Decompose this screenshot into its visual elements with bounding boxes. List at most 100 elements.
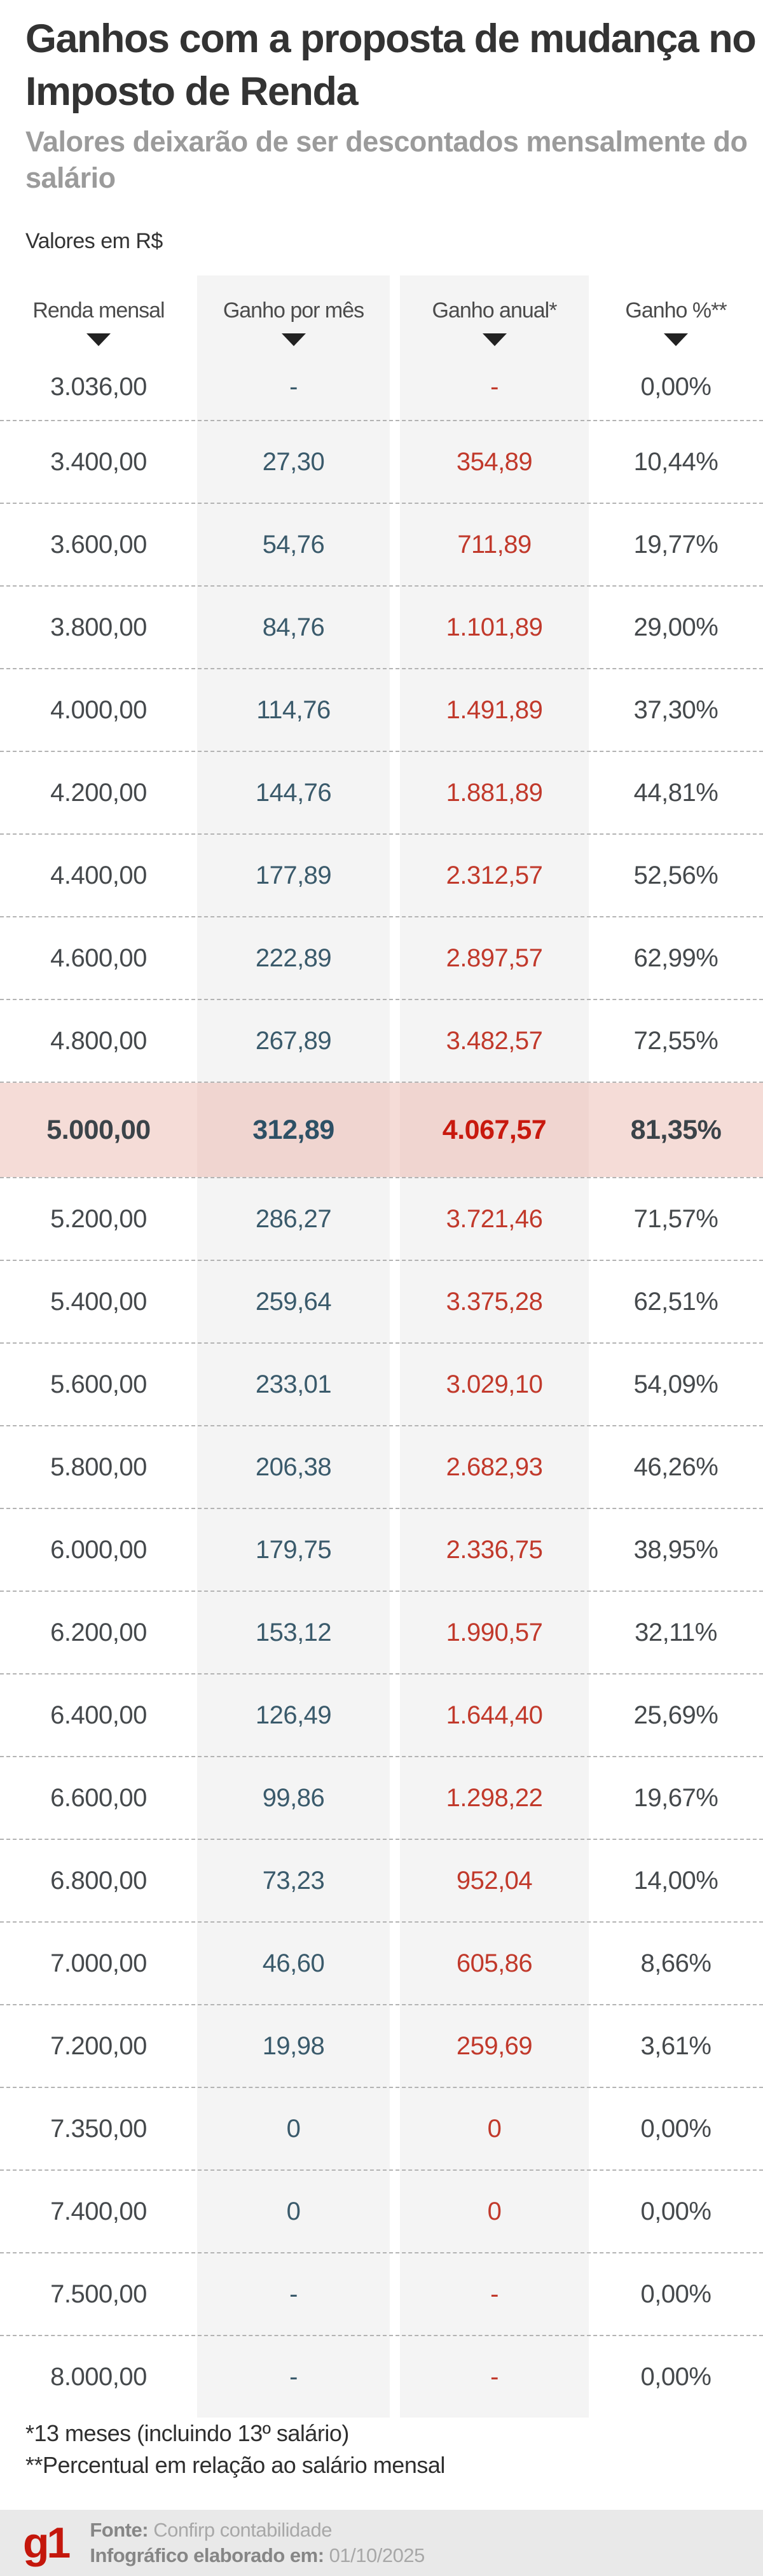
cell-ganho-anual: 1.101,89 bbox=[446, 613, 543, 641]
triangle-down-icon bbox=[86, 333, 111, 346]
table-row: 7.500,00 - - 0,00% bbox=[0, 2252, 763, 2335]
cell-renda-mensal: 4.000,00 bbox=[50, 695, 147, 724]
date-line: Infográfico elaborado em: 01/10/2025 bbox=[90, 2543, 425, 2568]
column-gap bbox=[390, 1923, 400, 2004]
column-gap bbox=[390, 1757, 400, 1839]
column-header-ganho-anual: Ganho anual* bbox=[400, 275, 589, 354]
column-gap bbox=[390, 1426, 400, 1508]
column-gap bbox=[390, 587, 400, 668]
cell-renda-mensal: 4.800,00 bbox=[50, 1026, 147, 1055]
table-row: 4.800,00 267,89 3.482,57 72,55% bbox=[0, 999, 763, 1082]
source-line: Fonte: Confirp contabilidade bbox=[90, 2517, 424, 2543]
table-row: 5.400,00 259,64 3.375,28 62,51% bbox=[0, 1260, 763, 1342]
cell-ganho-por-mes: 312,89 bbox=[197, 1083, 390, 1177]
cell-ganho-pct: 72,55% bbox=[633, 1026, 718, 1055]
table-row: 6.600,00 99,86 1.298,22 19,67% bbox=[0, 1756, 763, 1839]
column-gap bbox=[390, 1592, 400, 1673]
cell-renda-mensal: 6.200,00 bbox=[50, 1618, 147, 1647]
table-row: 4.200,00 144,76 1.881,89 44,81% bbox=[0, 751, 763, 833]
column-header-label: Ganho anual* bbox=[432, 298, 558, 323]
cell-ganho-pct: 32,11% bbox=[635, 1618, 717, 1647]
column-header-label: Ganho %** bbox=[625, 298, 727, 323]
table-row: 3.600,00 54,76 711,89 19,77% bbox=[0, 503, 763, 585]
footnote-annual: *13 meses (incluindo 13º salário) bbox=[25, 2420, 349, 2446]
cell-ganho-por-mes: 54,76 bbox=[262, 530, 325, 559]
cell-renda-mensal: 4.400,00 bbox=[50, 861, 147, 889]
cell-renda-mensal: 7.400,00 bbox=[50, 2197, 147, 2225]
table-row: 5.000,00 312,89 4.067,57 81,35% bbox=[0, 1082, 763, 1177]
column-gap bbox=[390, 1178, 400, 1260]
table-row: 5.600,00 233,01 3.029,10 54,09% bbox=[0, 1342, 763, 1425]
table-row: 3.400,00 27,30 354,89 10,44% bbox=[0, 420, 763, 503]
footnote-percent: **Percentual em relação ao salário mensa… bbox=[25, 2452, 445, 2478]
cell-renda-mensal: 5.200,00 bbox=[50, 1204, 147, 1233]
cell-ganho-anual: 3.375,28 bbox=[446, 1287, 543, 1316]
cell-ganho-anual: 259,69 bbox=[456, 2031, 533, 2060]
table-row: 4.600,00 222,89 2.897,57 62,99% bbox=[0, 916, 763, 999]
table-row: 6.200,00 153,12 1.990,57 32,11% bbox=[0, 1591, 763, 1673]
column-gap bbox=[390, 1840, 400, 1921]
cell-ganho-anual: 952,04 bbox=[456, 1866, 533, 1895]
column-gap bbox=[390, 354, 400, 420]
cell-ganho-pct: 29,00% bbox=[633, 613, 718, 641]
cell-renda-mensal: 6.000,00 bbox=[50, 1535, 147, 1564]
table-row: 7.000,00 46,60 605,86 8,66% bbox=[0, 1921, 763, 2004]
table-row: 3.036,00 - - 0,00% bbox=[0, 354, 763, 420]
cell-ganho-por-mes: 177,89 bbox=[255, 861, 332, 889]
cell-ganho-por-mes: 73,23 bbox=[262, 1866, 325, 1895]
cell-ganho-por-mes: 99,86 bbox=[262, 1783, 325, 1812]
cell-ganho-por-mes: 0 bbox=[286, 2197, 301, 2225]
table-row: 7.400,00 0 0 0,00% bbox=[0, 2169, 763, 2252]
cell-ganho-pct: 0,00% bbox=[640, 2280, 711, 2308]
cell-ganho-pct: 19,77% bbox=[633, 530, 718, 559]
source-label: Fonte: bbox=[90, 2519, 149, 2541]
cell-renda-mensal: 5.800,00 bbox=[50, 1452, 147, 1481]
table-row: 5.800,00 206,38 2.682,93 46,26% bbox=[0, 1425, 763, 1508]
cell-renda-mensal: 6.800,00 bbox=[50, 1866, 147, 1895]
column-gap bbox=[390, 669, 400, 751]
cell-renda-mensal: 5.600,00 bbox=[50, 1370, 147, 1398]
cell-renda-mensal: 3.400,00 bbox=[50, 447, 147, 476]
cell-ganho-anual: 2.897,57 bbox=[446, 943, 543, 972]
cell-ganho-anual: 1.644,40 bbox=[446, 1701, 543, 1729]
cell-ganho-anual: 1.990,57 bbox=[446, 1618, 543, 1647]
table-row: 4.000,00 114,76 1.491,89 37,30% bbox=[0, 668, 763, 751]
column-gap bbox=[390, 2171, 400, 2252]
cell-ganho-por-mes: - bbox=[289, 2362, 298, 2391]
cell-ganho-pct: 10,44% bbox=[633, 447, 718, 476]
column-gap bbox=[390, 752, 400, 833]
cell-ganho-pct: 8,66% bbox=[640, 1949, 711, 1977]
cell-ganho-por-mes: 267,89 bbox=[255, 1026, 332, 1055]
cell-ganho-pct: 81,35% bbox=[589, 1083, 763, 1177]
cell-renda-mensal: 7.200,00 bbox=[50, 2031, 147, 2060]
cell-ganho-anual: 1.491,89 bbox=[446, 695, 543, 724]
table-row: 4.400,00 177,89 2.312,57 52,56% bbox=[0, 833, 763, 916]
column-gap bbox=[390, 1674, 400, 1756]
column-gap bbox=[390, 2336, 400, 2418]
cell-renda-mensal: 7.350,00 bbox=[50, 2114, 147, 2143]
footer-credits-bar: g1 Fonte: Confirp contabilidade Infográf… bbox=[0, 2510, 763, 2576]
cell-ganho-anual: 1.298,22 bbox=[446, 1783, 543, 1812]
cell-ganho-anual: 0 bbox=[487, 2114, 502, 2143]
table-row: 7.350,00 0 0 0,00% bbox=[0, 2087, 763, 2169]
column-header-ganho-por-mes: Ganho por mês bbox=[197, 275, 390, 354]
cell-renda-mensal: 5.400,00 bbox=[50, 1287, 147, 1316]
cell-renda-mensal: 3.800,00 bbox=[50, 613, 147, 641]
triangle-down-icon bbox=[664, 333, 688, 346]
cell-ganho-por-mes: 286,27 bbox=[255, 1204, 332, 1233]
cell-ganho-pct: 14,00% bbox=[633, 1866, 718, 1895]
source-value: Confirp contabilidade bbox=[153, 2519, 332, 2541]
cell-ganho-por-mes: 27,30 bbox=[262, 447, 325, 476]
column-gap bbox=[390, 1509, 400, 1591]
cell-ganho-anual: 354,89 bbox=[456, 447, 533, 476]
table-row: 6.400,00 126,49 1.644,40 25,69% bbox=[0, 1673, 763, 1756]
cell-ganho-por-mes: 206,38 bbox=[255, 1452, 332, 1481]
cell-ganho-anual: 0 bbox=[487, 2197, 502, 2225]
cell-ganho-por-mes: 259,64 bbox=[255, 1287, 332, 1316]
cell-ganho-por-mes: 19,98 bbox=[262, 2031, 325, 2060]
page-subtitle: Valores deixarão de ser descontados mens… bbox=[25, 125, 748, 195]
table-row: 6.000,00 179,75 2.336,75 38,95% bbox=[0, 1508, 763, 1591]
cell-ganho-pct: 25,69% bbox=[633, 1701, 718, 1729]
cell-ganho-anual: 3.029,10 bbox=[446, 1370, 543, 1398]
cell-renda-mensal: 3.600,00 bbox=[50, 530, 147, 559]
